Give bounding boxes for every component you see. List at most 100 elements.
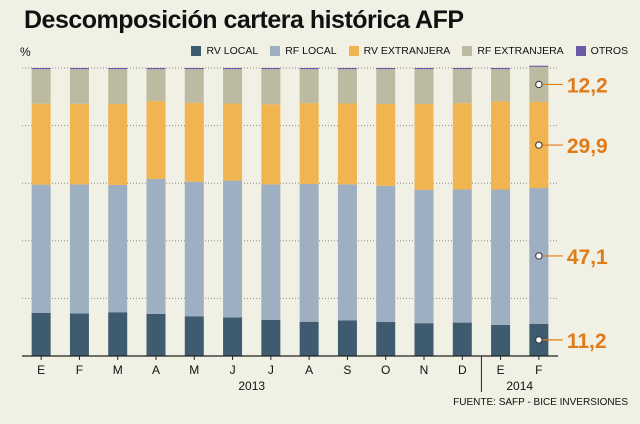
x-tick-label: F bbox=[535, 363, 542, 377]
bar-segment-rf-extranjera bbox=[452, 69, 472, 104]
bar-stack bbox=[223, 68, 243, 356]
legend-label: RV LOCAL bbox=[206, 45, 259, 57]
bar-segment-rv-extranjera bbox=[184, 102, 204, 182]
bar-segment-rf-extranjera bbox=[223, 69, 243, 104]
x-tick-label: O bbox=[381, 363, 390, 377]
legend-item-rv-local: RV LOCAL bbox=[191, 45, 258, 57]
legend-label: RF EXTRANJERA bbox=[477, 45, 564, 57]
year-label: 2013 bbox=[238, 379, 265, 393]
bar-segment-rv-local bbox=[69, 313, 89, 356]
annotation-label: 29,9 bbox=[567, 135, 608, 158]
bar-segment-rv-local bbox=[491, 324, 511, 356]
bar-segment-rv-local bbox=[108, 312, 128, 356]
bar-segment-rf-extranjera bbox=[491, 69, 511, 102]
x-tick-label: A bbox=[305, 363, 313, 377]
bar-segment-otros bbox=[414, 68, 434, 70]
legend-label: OTROS bbox=[590, 45, 628, 57]
bar-segment-otros bbox=[261, 68, 281, 70]
bar-segment-rf-local bbox=[337, 184, 357, 321]
bar-segment-otros bbox=[337, 68, 357, 70]
bar-segment-otros bbox=[452, 68, 472, 70]
bar-segment-rf-extranjera bbox=[299, 69, 319, 104]
bar-segment-rf-extranjera bbox=[108, 69, 128, 104]
bar-stack bbox=[414, 68, 434, 356]
legend-label: RF LOCAL bbox=[285, 45, 337, 57]
bar-segment-rv-extranjera bbox=[31, 103, 51, 185]
bar-segment-otros bbox=[69, 68, 89, 70]
bar-segment-otros bbox=[184, 68, 204, 70]
x-tick-label: J bbox=[268, 363, 274, 377]
x-tick-label: D bbox=[458, 363, 467, 377]
bar-segment-otros bbox=[299, 68, 319, 70]
bar-segment-rf-local bbox=[184, 181, 204, 317]
bar-segment-otros bbox=[491, 68, 511, 70]
bar-segment-rf-local bbox=[299, 184, 319, 322]
legend-swatch bbox=[348, 46, 359, 56]
bar-stack bbox=[491, 68, 511, 356]
legend-item-otros: OTROS bbox=[575, 45, 628, 57]
chart-title: Descomposición cartera histórica AFP bbox=[24, 6, 464, 34]
x-tick-label: F bbox=[76, 363, 83, 377]
legend-item-rf-extranjera: RF EXTRANJERA bbox=[462, 45, 564, 57]
annotation-label: 47,1 bbox=[567, 246, 608, 269]
bar-segment-rv-local bbox=[337, 320, 357, 356]
bar-segment-rf-extranjera bbox=[261, 69, 281, 105]
bar-segment-otros bbox=[376, 68, 396, 70]
bar-segment-rf-extranjera bbox=[337, 69, 357, 104]
annotation-label: 12,2 bbox=[567, 74, 608, 97]
chart-legend: RV LOCAL RF LOCAL RV EXTRANJERA RF EXTRANJE… bbox=[191, 44, 628, 58]
bar-segment-rv-local bbox=[31, 312, 51, 356]
x-tick-label: E bbox=[497, 363, 505, 377]
bar-segment-rv-extranjera bbox=[108, 104, 128, 185]
bar-segment-rv-extranjera bbox=[299, 103, 319, 185]
bar-segment-rf-local bbox=[414, 189, 434, 324]
bar-segment-rf-local bbox=[261, 184, 281, 320]
bar-segment-rf-extranjera bbox=[184, 69, 204, 103]
bar-stack bbox=[299, 68, 319, 356]
bar-segment-rv-local bbox=[376, 322, 396, 356]
bar-segment-rf-extranjera bbox=[146, 69, 166, 102]
x-tick-label: M bbox=[189, 363, 199, 377]
bar-segment-rv-extranjera bbox=[146, 101, 166, 179]
x-tick-label: E bbox=[37, 363, 45, 377]
x-tick-label: N bbox=[420, 363, 429, 377]
bar-segment-otros bbox=[223, 68, 243, 70]
legend-item-rv-extranjera: RV EXTRANJERA bbox=[348, 45, 451, 57]
bar-segment-rf-local bbox=[223, 180, 243, 318]
bar-stack bbox=[529, 65, 549, 356]
x-tick-label: S bbox=[343, 363, 351, 377]
bar-segment-rf-local bbox=[491, 189, 511, 325]
bar-segment-rv-extranjera bbox=[337, 103, 357, 185]
bar-segment-rv-local bbox=[223, 317, 243, 356]
source-note: FUENTE: SAFP - BICE INVERSIONES bbox=[453, 397, 628, 408]
bar-stack bbox=[261, 68, 281, 356]
bar-segment-rv-extranjera bbox=[376, 104, 396, 186]
legend-item-rf-local: RF LOCAL bbox=[270, 45, 337, 57]
bar-stack bbox=[452, 68, 472, 356]
bar-segment-rf-local bbox=[31, 184, 51, 313]
bar-segment-otros bbox=[31, 68, 51, 70]
x-tick-label: J bbox=[230, 363, 236, 377]
bar-segment-rv-extranjera bbox=[223, 103, 243, 181]
bar-segment-rv-local bbox=[414, 323, 434, 356]
bar-segment-rf-local bbox=[108, 184, 128, 313]
annotation-marker bbox=[535, 141, 543, 149]
x-tick-label: A bbox=[152, 363, 160, 377]
bar-segment-rf-local bbox=[69, 184, 89, 314]
bar-segment-rf-extranjera bbox=[69, 69, 89, 104]
bar-stack bbox=[69, 68, 89, 356]
annotation-marker bbox=[535, 252, 543, 260]
legend-label: RV EXTRANJERA bbox=[363, 45, 451, 57]
bar-stack bbox=[31, 68, 51, 356]
bar-segment-rv-extranjera bbox=[491, 101, 511, 190]
legend-swatch bbox=[270, 46, 281, 56]
bar-segment-rf-extranjera bbox=[31, 69, 51, 104]
legend-swatch bbox=[575, 46, 586, 56]
annotation-marker bbox=[535, 80, 543, 89]
bar-segment-rv-local bbox=[146, 313, 166, 356]
bar-segment-rf-local bbox=[452, 189, 472, 323]
legend-swatch bbox=[462, 46, 473, 56]
bar-segment-otros bbox=[108, 68, 128, 70]
annotation-marker bbox=[535, 336, 543, 344]
